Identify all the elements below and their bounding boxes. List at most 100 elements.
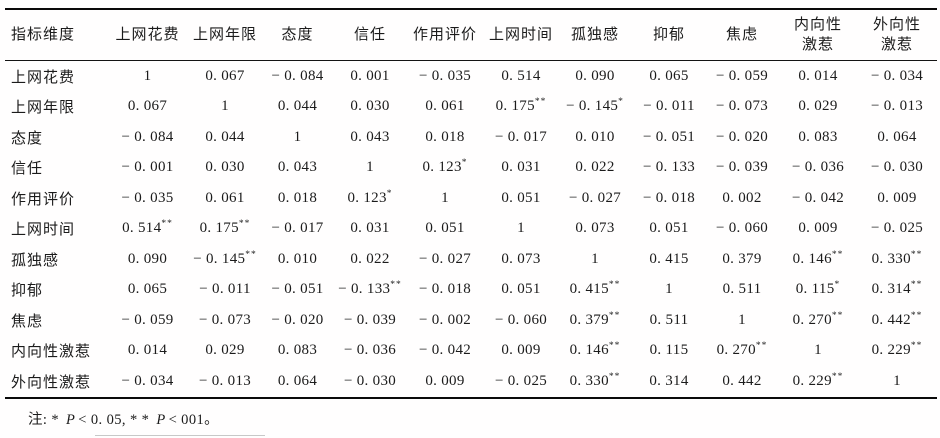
table-cell: 0. 051	[501, 281, 541, 298]
significance-stars: *	[834, 280, 841, 291]
note-text: < 001。	[168, 411, 220, 428]
table-cell: 0. 175**	[199, 219, 251, 237]
table-cell: 0. 146**	[792, 249, 844, 267]
table-cell: 0. 022	[575, 159, 615, 176]
column-header: 上网时间	[485, 9, 557, 61]
table-cell: 0. 044	[205, 128, 245, 145]
table-cell: 0. 229**	[792, 371, 844, 389]
table-cell: − 0. 011	[643, 98, 695, 115]
table-cell: − 0. 034	[870, 67, 924, 84]
table-cell: − 0. 060	[715, 220, 769, 237]
table-cell: 0. 018	[425, 128, 465, 145]
table-cell: − 0. 059	[715, 67, 769, 84]
table-cell: 0. 014	[798, 67, 838, 84]
table-cell: 0. 073	[575, 220, 615, 237]
row-label: 信任	[11, 161, 44, 178]
table-cell: 0. 511	[649, 311, 689, 328]
table-cell: − 0. 011	[199, 281, 251, 298]
table-cell: − 0. 133**	[338, 280, 402, 298]
table-cell: 1	[738, 311, 746, 328]
table-cell: 0. 115	[649, 342, 689, 359]
table-cell: 0. 415	[649, 250, 689, 267]
significance-stars: *	[386, 188, 393, 199]
table-cell: − 0. 039	[715, 159, 769, 176]
table-cell: 0. 001	[350, 67, 390, 84]
table-cell: 0. 065	[127, 281, 168, 298]
table-cell: − 0. 018	[418, 281, 472, 298]
table-cell: 1	[591, 250, 599, 267]
table-cell: − 0. 073	[198, 311, 252, 328]
column-header: 信任	[335, 9, 405, 61]
row-label: 上网年限	[11, 100, 76, 117]
significance-stars: **	[608, 280, 621, 291]
table-cell: 0. 044	[277, 98, 318, 115]
table-cell: − 0. 042	[418, 342, 472, 359]
table-cell: 0. 029	[798, 98, 838, 115]
p-value-symbol: P	[66, 411, 76, 428]
column-header: 外向性 激惹	[857, 9, 937, 61]
significance-stars: *	[618, 97, 624, 108]
significance-stars: *	[461, 158, 468, 169]
table-cell: 0. 090	[575, 67, 615, 84]
table-cell: 0. 514	[501, 67, 541, 84]
table-cell: 0. 064	[877, 128, 917, 145]
table-cell: 0. 031	[501, 159, 541, 176]
table-cell: 1	[517, 220, 525, 237]
table-cell: 0. 123*	[422, 158, 468, 176]
table-cell: 0. 043	[277, 159, 318, 176]
table-cell: 0. 061	[425, 98, 465, 115]
column-header: 上网年限	[190, 9, 260, 61]
significance-stars: **	[910, 280, 923, 291]
row-label: 态度	[11, 130, 44, 147]
significance-stars: **	[910, 341, 923, 352]
table-body: 上网花费 1 0. 067 − 0. 084 0. 001 − 0. 035 0. 514 0…	[5, 61, 937, 398]
table-cell: − 0. 002	[418, 311, 472, 328]
table-cell: 0. 061	[205, 189, 245, 206]
table-cell: 0. 009	[425, 372, 465, 389]
table-cell: − 0. 133	[642, 159, 696, 176]
table-cell: 0. 051	[501, 189, 541, 206]
row-label: 焦虑	[11, 313, 44, 330]
table-cell: − 0. 145*	[566, 97, 624, 115]
column-header: 上网花费	[105, 9, 190, 61]
header-row: 指标维度 上网花费 上网年限 态度 信任 作用评价 上网时间 孤独感 抑郁 焦虑 内向性 激惹 外向性激…	[5, 9, 937, 61]
table-cell: 0. 123*	[347, 188, 393, 206]
table-cell: − 0. 035	[121, 189, 174, 206]
table-cell: 1	[814, 342, 822, 359]
table-cell: 0. 083	[277, 342, 318, 359]
table-cell: 0. 051	[425, 220, 465, 237]
table-cell: − 0. 042	[791, 189, 845, 206]
table-cell: 0. 175**	[495, 97, 547, 115]
scan-artifact-line	[95, 435, 265, 436]
table-cell: 1	[893, 372, 901, 389]
significance-stars: **	[831, 310, 844, 321]
significance-stars: **	[755, 341, 768, 352]
table-cell: 0. 065	[649, 67, 689, 84]
table-cell: 1	[665, 281, 673, 298]
table-cell: 0. 083	[798, 128, 838, 145]
table-cell: − 0. 051	[271, 281, 324, 298]
table-cell: − 0. 051	[642, 128, 696, 145]
p-value-symbol: P	[156, 411, 166, 428]
correlation-table: 指标维度 上网花费 上网年限 态度 信任 作用评价 上网时间 孤独感 抑郁 焦虑 内向性 激惹 外向性激…	[5, 8, 937, 399]
table-cell: 0. 330**	[871, 249, 923, 267]
table-cell: − 0. 059	[121, 311, 174, 328]
table-cell: 0. 029	[205, 342, 245, 359]
significance-stars: **	[608, 341, 621, 352]
table-row: 上网花费 1 0. 067 − 0. 084 0. 001 − 0. 035 0. 514 0…	[5, 61, 937, 92]
row-label: 孤独感	[11, 252, 60, 269]
significance-stars: **	[245, 249, 257, 260]
significance-stars: **	[831, 371, 844, 382]
table-cell: 0. 229**	[871, 341, 923, 359]
column-header: 抑郁	[633, 9, 705, 61]
table-row: 上网时间 0. 514** 0. 175** − 0. 017 0. 031 0. 051…	[5, 214, 937, 245]
table-cell: 1	[293, 128, 302, 145]
table-cell: 1	[143, 67, 152, 84]
significance-stars: **	[910, 310, 923, 321]
significance-stars: **	[534, 97, 547, 108]
table-cell: 0. 002	[722, 189, 762, 206]
table-cell: − 0. 013	[198, 372, 252, 389]
table-cell: − 0. 017	[271, 220, 324, 237]
table-cell: − 0. 034	[121, 372, 174, 389]
table-cell: 0. 146**	[569, 341, 621, 359]
